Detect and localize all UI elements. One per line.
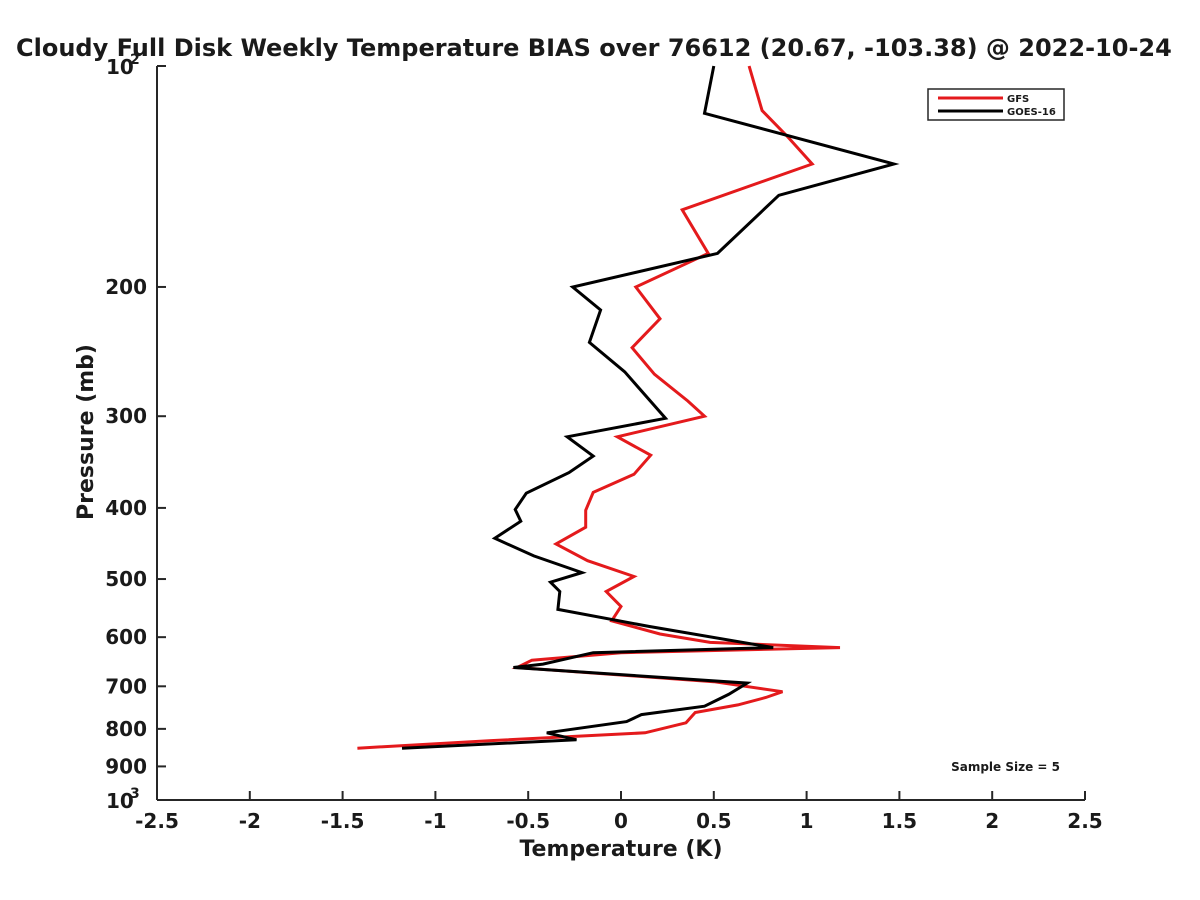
x-tick-label: -2	[239, 809, 261, 833]
legend-entry-label: GOES-16	[1007, 107, 1056, 118]
legend: GFS GOES-16	[927, 88, 1065, 121]
y-tick-label: 200	[105, 275, 147, 299]
y-tick-label: 102	[106, 52, 140, 79]
x-tick-label: 0.5	[696, 809, 731, 833]
x-tick-label: -1.5	[321, 809, 365, 833]
y-tick-label: 700	[105, 674, 147, 698]
x-tick-label: 2.5	[1067, 809, 1102, 833]
x-axis-label: Temperature (K)	[519, 837, 722, 862]
y-tick-label-base: 10	[106, 789, 134, 813]
series-layer	[357, 65, 900, 750]
legend-box	[927, 88, 1065, 121]
y-tick-label: 800	[105, 717, 147, 741]
x-tick-label: -0.5	[506, 809, 550, 833]
y-tick-label-base: 10	[106, 55, 134, 79]
y-axis-label: Pressure (mb)	[74, 344, 99, 520]
y-tick-label: 103	[106, 786, 140, 813]
x-tick-label: 1.5	[882, 809, 917, 833]
series-line-gfs	[357, 65, 841, 750]
y-tick-label: 500	[105, 567, 147, 591]
y-tick-label-exponent: 2	[130, 52, 140, 68]
sample-size-annotation: Sample Size = 5	[951, 760, 1060, 774]
y-tick-label: 900	[105, 754, 147, 778]
chart-title: Cloudy Full Disk Weekly Temperature BIAS…	[16, 34, 1172, 62]
axes-layer: -2.5 -2 -1.5 -1 -0.5 0 0.5 1 1.5 2 2.5102200300400…	[105, 52, 1102, 833]
x-tick-label: 1	[800, 809, 814, 833]
x-tick-label: 2	[985, 809, 999, 833]
x-tick-label: -1	[424, 809, 446, 833]
y-tick-label: 600	[105, 625, 147, 649]
legend-entry-label: GFS	[1007, 94, 1029, 105]
x-tick-label: 0	[614, 809, 628, 833]
series-line-goes-16	[401, 65, 900, 750]
y-tick-label: 300	[105, 404, 147, 428]
y-tick-label-exponent: 3	[130, 786, 140, 802]
x-tick-label: -2.5	[135, 809, 179, 833]
y-tick-label: 400	[105, 496, 147, 520]
